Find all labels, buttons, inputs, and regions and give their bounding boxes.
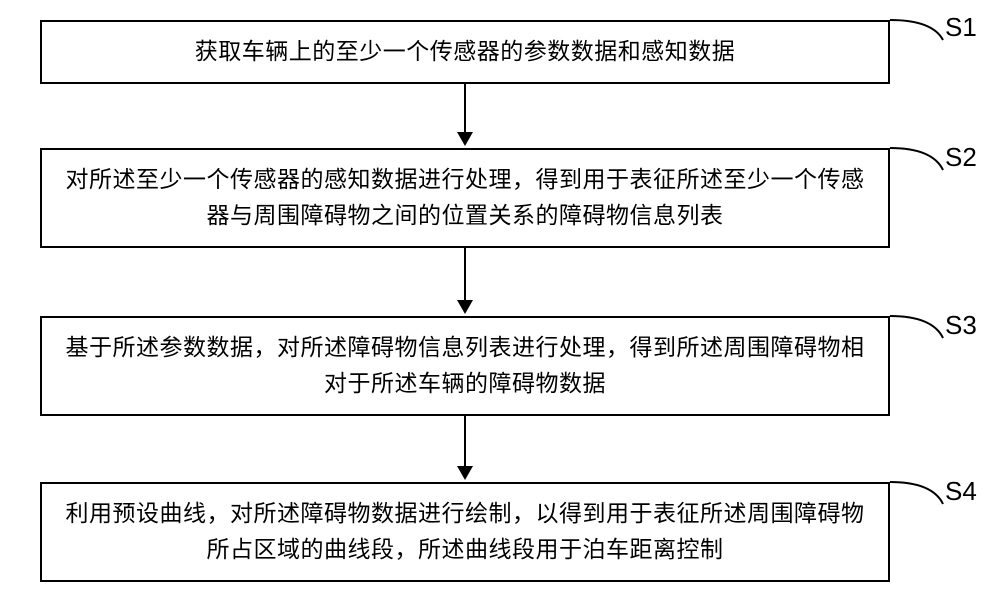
flow-step-label-s1: S1 [945,12,977,43]
flow-step-s3: 基于所述参数数据，对所述障碍物信息列表进行处理，得到所述周围障碍物相对于所述车辆… [40,316,890,416]
connector-s1 [890,18,953,68]
connector-s2 [890,146,953,198]
flow-step-label-s2: S2 [945,142,977,173]
flow-step-text: 获取车辆上的至少一个传感器的参数数据和感知数据 [195,34,736,70]
arrow-head-icon [457,466,473,480]
arrow-head-icon [457,300,473,314]
flow-step-label-s4: S4 [945,476,977,507]
flow-step-s4: 利用预设曲线，对所述障碍物数据进行绘制，以得到用于表征所述周围障碍物所占区域的曲… [40,482,890,582]
flow-step-s2: 对所述至少一个传感器的感知数据进行处理，得到用于表征所述至少一个传感器与周围障碍… [40,148,890,248]
flow-step-s1: 获取车辆上的至少一个传感器的参数数据和感知数据 [40,20,890,84]
arrow-head-icon [457,132,473,146]
arrow-line-s2-s3 [464,248,466,302]
flow-step-text: 对所述至少一个传感器的感知数据进行处理，得到用于表征所述至少一个传感器与周围障碍… [62,162,868,233]
connector-s3 [890,314,953,366]
flow-step-label-s3: S3 [945,310,977,341]
flow-step-text: 利用预设曲线，对所述障碍物数据进行绘制，以得到用于表征所述周围障碍物所占区域的曲… [62,496,868,567]
flowchart-canvas: 获取车辆上的至少一个传感器的参数数据和感知数据 S1 对所述至少一个传感器的感知数据… [0,0,1000,604]
arrow-line-s3-s4 [464,416,466,468]
connector-s4 [890,480,953,532]
arrow-line-s1-s2 [464,84,466,134]
flow-step-text: 基于所述参数数据，对所述障碍物信息列表进行处理，得到所述周围障碍物相对于所述车辆… [62,330,868,401]
